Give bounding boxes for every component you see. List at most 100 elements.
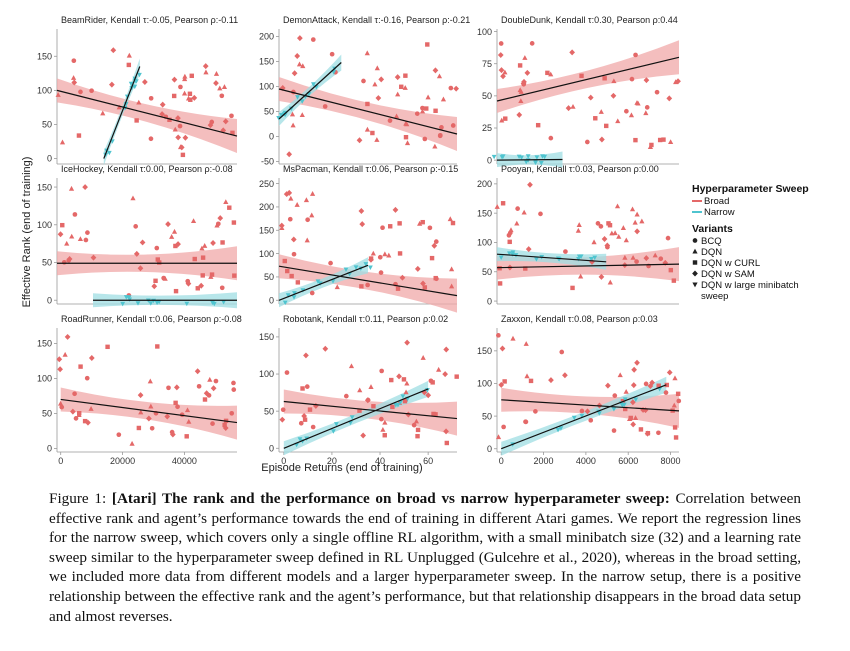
broad-point [229,410,235,416]
broad-point [387,118,393,123]
broad-point [291,251,297,257]
broad-point [322,345,329,352]
broad-point [579,73,584,79]
broad-point [288,195,294,201]
broad-point [169,234,175,239]
caption-title: [Atari] The rank and the performance on … [111,490,670,507]
broad-point [200,255,206,260]
broad-point [217,215,224,222]
broad-point [161,275,166,281]
y-tick-label: 100 [259,249,274,259]
broad-point [357,387,363,393]
broad-point [109,81,115,88]
broad-point [300,63,306,69]
broad-point [185,280,192,287]
broad-point [397,221,402,226]
broad-point [643,110,649,116]
broad-point [565,105,572,112]
narrow-point [400,394,406,399]
broad-point [219,93,225,99]
broad-point [139,239,146,246]
y-tick-label: 0 [487,155,492,165]
y-tick-label: 0 [487,444,492,454]
broad-point [100,110,106,116]
broad-point [304,384,310,389]
broad-point [154,245,160,251]
broad-point [305,217,310,223]
broad-point [133,250,140,257]
broad-point [629,399,636,406]
broad-point [371,404,376,409]
figure-caption: Figure 1: [Atari] The rank and the perfo… [49,489,801,626]
broad-point [76,411,82,416]
narrow-point [368,265,373,270]
broad-regression-line [278,265,458,297]
broad-point [137,392,144,399]
broad-point [71,79,78,86]
broad-point [425,94,431,100]
broad-point [365,101,370,107]
broad-point [644,105,650,110]
panel-title: Pooyan, Kendall τ:0.03, Pearson ρ:0.00 [501,164,659,174]
broad-point [380,225,385,231]
broad-point [56,356,63,363]
broad-point [620,225,626,230]
broad-point [431,411,436,417]
narrow-point [592,255,598,261]
broad-point [368,384,374,389]
broad-point [157,260,162,265]
broad-point [676,398,682,404]
broad-point [375,95,382,102]
broad-point [401,377,407,382]
panel-7: Robotank, Kendall τ:0.11, Pearson ρ:0.02… [259,314,459,466]
broad-point [374,65,380,71]
broad-point [105,344,110,350]
broad-point [72,212,78,217]
broad-point [666,369,673,376]
broad-point [535,122,541,128]
broad-point [364,50,370,56]
broad-point [612,230,618,236]
broad-point [189,73,194,79]
broad-point [82,184,88,191]
broad-point [605,244,610,250]
broad-point [498,41,504,46]
y-tick-label: 50 [482,267,492,277]
broad-point [213,378,219,384]
broad-point [415,433,420,439]
broad-point [615,118,621,124]
broad-point [524,373,530,379]
broad-point [503,116,508,121]
broad-point [450,123,456,128]
broad-point [430,380,435,385]
broad-point [444,440,450,446]
broad-point [447,216,453,222]
broad-point [175,241,181,248]
broad-point [291,70,298,77]
broad-point [629,76,635,82]
broad-point [203,69,209,75]
narrow-point [579,413,585,419]
broad-point [66,256,73,263]
broad-point [436,73,443,79]
narrow-point [135,301,141,306]
broad-point [529,41,535,46]
broad-point [215,221,221,227]
broad-point [294,202,300,207]
broad-point [545,70,550,76]
broad-point [665,235,671,241]
broad-point [129,440,135,446]
broad-point [370,250,376,256]
y-tick-label: 25 [482,123,492,133]
broad-point [296,61,303,67]
caption-body: Correlation between effective rank and a… [49,490,802,625]
broad-point [182,134,189,141]
broad-point [142,79,148,85]
broad-point [673,435,679,440]
broad-point [287,216,293,222]
broad-point [290,236,297,243]
broad-point [155,257,160,262]
broad-point [570,103,576,109]
broad-point [159,101,166,108]
